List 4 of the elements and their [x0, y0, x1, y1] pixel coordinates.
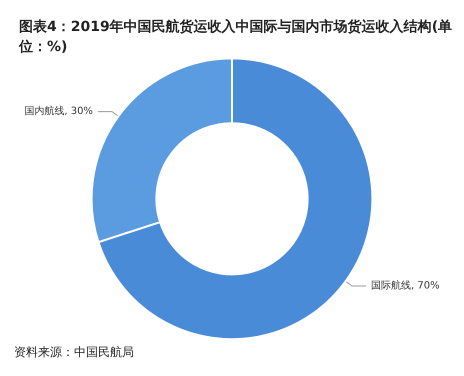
slice-label: 国内航线, 30%: [24, 105, 93, 118]
chart-title: 图表4：2019年中国民航货运收入中国际与国内市场货运收入结构(单位：%): [18, 18, 452, 55]
slice-label: 国际航线, 70%: [371, 280, 440, 292]
text: 资料来源：中国民航局: [14, 345, 134, 359]
